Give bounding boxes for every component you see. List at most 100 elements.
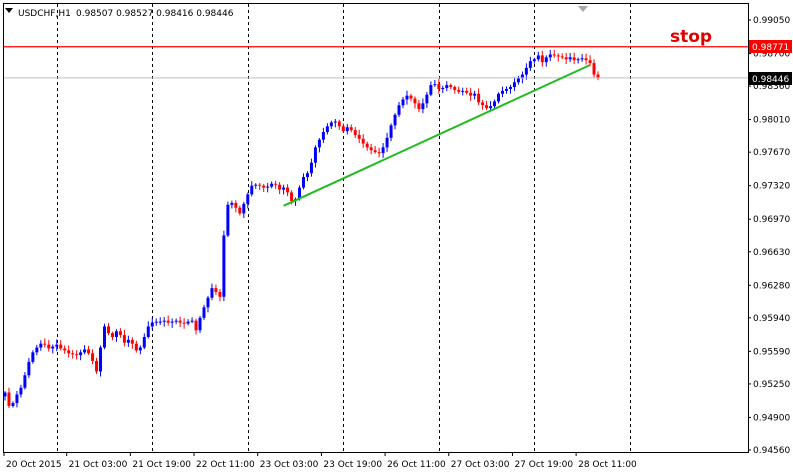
candle-body	[493, 101, 497, 107]
candle-body	[246, 194, 250, 204]
candle-body	[532, 59, 536, 62]
candle-body	[138, 347, 142, 351]
candle-body	[162, 320, 166, 322]
trend-line[interactable]	[283, 64, 591, 207]
candle-body	[122, 335, 126, 343]
candle-body	[469, 92, 473, 96]
candle-body	[158, 321, 162, 323]
candle-body	[35, 347, 39, 353]
candle-body	[222, 235, 226, 297]
candle-body	[580, 58, 584, 60]
candle-body	[298, 187, 302, 200]
triangle-down-icon[interactable]	[5, 8, 13, 13]
candle-body	[520, 74, 524, 79]
price-tick-label: 0.96970	[753, 215, 790, 225]
candle-body	[130, 339, 134, 344]
candle-body	[485, 105, 489, 109]
candle-body	[126, 339, 130, 343]
candle-body	[369, 147, 373, 151]
candle-body	[540, 55, 544, 63]
candle-body	[67, 350, 71, 354]
candle-body	[584, 58, 588, 61]
candle-body	[194, 320, 198, 331]
candle-body	[154, 321, 158, 323]
time-tick-label: 21 Oct 03:00	[69, 460, 128, 470]
current-price-value: 0.98446	[752, 75, 789, 85]
candle-body	[501, 90, 504, 94]
candle-body	[524, 67, 528, 75]
candle-body	[174, 320, 178, 322]
candle-body	[592, 63, 596, 75]
candle-body	[305, 173, 309, 178]
candle-body	[429, 85, 433, 95]
price-tick-label: 0.97670	[753, 148, 790, 158]
candle-body	[552, 54, 556, 56]
candle-body	[250, 185, 254, 195]
candle-body	[7, 392, 11, 406]
price-tick-label: 0.94560	[753, 446, 790, 456]
candle-body	[214, 288, 218, 292]
candle-body	[345, 127, 349, 132]
candle-body	[55, 344, 59, 347]
candle-body	[91, 353, 95, 361]
candle-body	[99, 347, 103, 372]
candle-body	[389, 125, 393, 138]
candle-body	[405, 95, 409, 100]
candle-body	[302, 177, 305, 188]
price-tick-label: 0.98010	[753, 116, 790, 126]
candle-body	[576, 59, 580, 61]
candle-body	[19, 387, 23, 395]
price-tick-label: 0.96630	[753, 248, 790, 258]
time-axis[interactable]: 20 Oct 2015 21 Oct 03:00 21 Oct 19:00 22 Oc…	[3, 452, 637, 470]
time-tick-label: 27 Oct 03:00	[451, 460, 510, 470]
candle-body	[186, 321, 190, 324]
candle-body	[393, 114, 397, 126]
candle-body	[449, 85, 453, 88]
price-axis[interactable]: 0.99050 0.98700 0.98360 0.98010 0.97670 0.973…	[748, 16, 790, 456]
candle-body	[286, 187, 290, 193]
plot-border	[3, 3, 749, 453]
candle-body	[453, 87, 457, 90]
candle-body	[95, 360, 99, 372]
candle-body	[290, 192, 294, 202]
candle-body	[516, 78, 520, 83]
candle-body	[481, 102, 485, 106]
candle-body	[106, 326, 110, 334]
candle-body	[83, 349, 87, 353]
candle-body	[413, 98, 417, 104]
candle-body	[103, 326, 106, 348]
candle-body	[409, 95, 413, 99]
candle-body	[15, 394, 19, 404]
candle-body	[230, 202, 234, 205]
stop-annotation: stop	[670, 27, 712, 47]
candle-body	[341, 126, 345, 132]
candle-body	[51, 346, 55, 349]
candle-body	[282, 187, 286, 190]
time-tick-label: 22 Oct 11:00	[196, 460, 255, 470]
candle-body	[210, 288, 214, 298]
candle-body	[234, 202, 238, 208]
candles	[3, 49, 600, 409]
candle-body	[445, 85, 449, 88]
candle-body	[178, 320, 182, 323]
price-tick-label: 0.97320	[753, 182, 790, 192]
candle-body	[421, 103, 425, 110]
price-tick-label: 0.96280	[753, 281, 790, 291]
stop-price-tag: 0.98771	[749, 40, 792, 53]
candle-body	[146, 326, 150, 337]
candle-body	[11, 403, 15, 406]
candle-body	[489, 106, 493, 109]
candle-body	[441, 87, 445, 89]
candle-body	[87, 349, 91, 354]
candle-body	[309, 162, 313, 174]
candle-body	[477, 93, 481, 103]
candle-body	[497, 93, 501, 102]
candle-body	[568, 57, 572, 60]
candle-body	[373, 150, 377, 153]
candle-body	[528, 61, 532, 68]
scroll-arrow-icon[interactable]	[578, 6, 588, 12]
candle-body	[504, 88, 508, 91]
current-price-tag-bg	[749, 72, 792, 85]
